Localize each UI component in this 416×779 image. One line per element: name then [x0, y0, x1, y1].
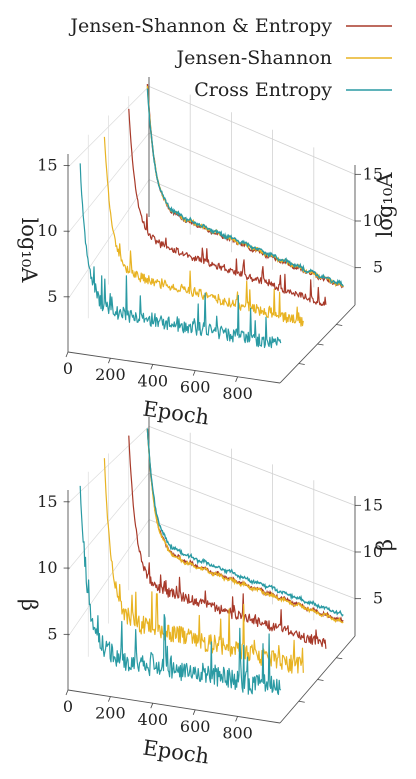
x-tick-label: 0: [63, 697, 73, 716]
x-tick: [65, 689, 69, 696]
back-series-line: [146, 88, 344, 287]
z-tick-label-left: 15: [37, 492, 57, 511]
depth-tick: [317, 679, 324, 681]
z-tick-label-left: 10: [37, 221, 57, 240]
depth-tick: [336, 324, 343, 326]
grid-line: [148, 472, 356, 553]
z-axis-label-right: β: [373, 539, 397, 551]
z-tick-label-right: 5: [373, 258, 383, 277]
depth-tick: [336, 657, 343, 660]
depth-tick: [298, 363, 305, 365]
z-tick-label-right: 5: [373, 589, 383, 608]
x-tick-label: 800: [222, 723, 253, 742]
x-tick-label: 600: [180, 717, 211, 736]
legend-label: Cross Entropy: [194, 79, 332, 101]
series-line: [128, 435, 327, 649]
z-tick-label-right: 10: [363, 211, 383, 230]
x-tick: [150, 364, 154, 370]
depth-tick: [317, 343, 324, 346]
x-axis-label: Epoch: [141, 397, 210, 430]
x-tick: [235, 716, 238, 722]
depth-tick: [298, 700, 305, 703]
z-axis-label-left: log₁₀A: [17, 218, 41, 284]
grid-line: [148, 85, 356, 175]
series-line: [103, 458, 304, 674]
x-tick: [150, 703, 154, 709]
x-tick-label: 600: [180, 378, 211, 397]
grid-line: [148, 425, 356, 506]
back-series-line: [146, 428, 344, 624]
z-tick-label-right: 15: [363, 495, 383, 514]
grid-line: [148, 132, 356, 222]
x-tick-label: 0: [63, 359, 73, 378]
x-tick: [235, 376, 238, 382]
axis-line: [67, 351, 281, 384]
panel-log10a: 0 200 400 600 800 5 10 15 5 10 15 Epoch log₁₀A log₁₀A: [17, 77, 397, 430]
x-tick: [108, 696, 111, 702]
series-line: [79, 163, 282, 349]
z-tick-label-right: 10: [363, 542, 383, 561]
x-axis-label: Epoch: [141, 736, 210, 769]
grid: [67, 417, 356, 657]
grid: [67, 77, 356, 319]
z-tick-label-right: 15: [363, 164, 383, 183]
z-axis-label-left: β: [17, 599, 41, 611]
x-tick: [192, 709, 196, 715]
x-tick-label: 400: [138, 371, 169, 390]
back-series-line: [146, 428, 344, 617]
x-tick-label: 400: [138, 710, 169, 729]
legend-label: Jensen-Shannon & Entropy: [68, 15, 332, 37]
series-line: [128, 108, 327, 306]
axis-line: [67, 689, 281, 724]
x-tick-label: 200: [95, 365, 126, 384]
series-line: [79, 485, 282, 696]
grid-line: [148, 179, 356, 269]
legend-label: Jensen-Shannon: [175, 47, 332, 69]
x-tick-label: 800: [222, 384, 253, 403]
z-tick-label-left: 5: [47, 287, 57, 306]
series-line: [103, 136, 304, 327]
legend: Jensen-Shannon & Entropy Jensen-Shannon Cr…: [68, 15, 392, 101]
x-tick: [108, 358, 111, 364]
grid-line: [148, 519, 356, 600]
x-tick-label: 200: [95, 704, 126, 723]
panel-beta: 0 200 400 600 800 5 10 15 5 10 15 Epoch β β: [17, 417, 397, 769]
z-axis-label-right: log₁₀A: [373, 172, 397, 238]
z-tick-label-left: 5: [47, 624, 57, 643]
z-tick-label-left: 15: [37, 156, 57, 175]
x-tick: [192, 370, 196, 376]
z-tick-label-left: 10: [37, 558, 57, 577]
x-tick: [65, 351, 69, 358]
